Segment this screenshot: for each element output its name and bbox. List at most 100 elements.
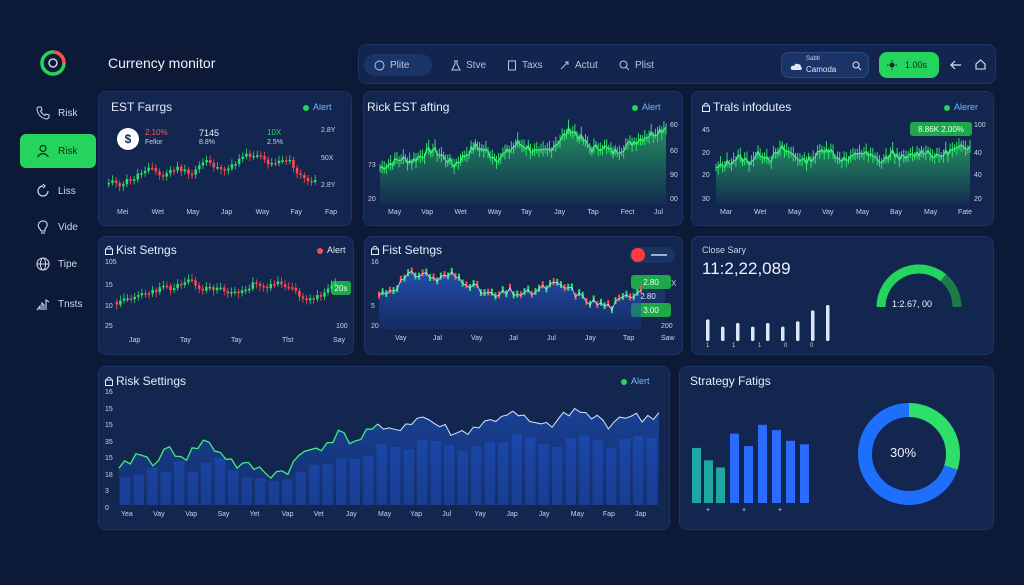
candle-body	[281, 160, 284, 162]
candle-body	[248, 288, 251, 291]
panel-est-farrgs: EST Farrgs Alert $ 2.10% Fellor 7145 8.8…	[98, 91, 352, 226]
x-tick: Jay	[345, 511, 357, 518]
alert-indicator[interactable]: Alert	[303, 102, 332, 112]
y-tick: 18	[105, 471, 113, 479]
weather-widget[interactable]: Sabtl Camoda	[781, 52, 869, 78]
x-tick: Jal	[509, 335, 518, 342]
link-icon	[560, 61, 569, 69]
candle-body	[552, 278, 555, 286]
x-tick: Fect	[620, 209, 635, 216]
x-tick: Yea	[121, 511, 133, 518]
candle-body	[523, 288, 526, 296]
nav-item-actut[interactable]: Actut	[559, 54, 598, 76]
x-tick: Fap	[325, 209, 338, 216]
app-title: Currency monitor	[108, 55, 216, 71]
candle-body	[172, 170, 176, 172]
bar	[716, 467, 725, 503]
candle-body	[107, 182, 111, 185]
gauge-fill	[876, 264, 947, 308]
candle-body	[158, 171, 161, 176]
search-box[interactable]: Plite	[364, 54, 432, 76]
nav-item-stve[interactable]: Stve	[451, 54, 486, 76]
candle-body	[319, 295, 323, 297]
x-tick: 1	[732, 343, 736, 349]
sidebar-item-liss[interactable]: Liss	[20, 176, 96, 206]
y-tick: 20	[702, 150, 710, 157]
series-line	[378, 270, 642, 312]
y-tick: 15	[105, 422, 113, 430]
x-tick: Tap	[587, 209, 599, 216]
sidebar-item-risk-active[interactable]: Risk	[20, 134, 96, 168]
x-axis: + + +	[692, 507, 808, 515]
app-logo[interactable]	[38, 48, 68, 78]
candle-body	[140, 293, 144, 296]
panel-fist-setngs: Fist Setngs 2.80 2.80 3.00 X 16 5 20 200…	[364, 236, 683, 355]
candle-body	[287, 287, 290, 289]
panel-title-text: Kist Setngs	[116, 243, 177, 257]
y-tick: 16	[105, 389, 113, 396]
currency-badge: $	[117, 128, 139, 150]
x-tick: Tay	[231, 337, 242, 344]
panel-strategy-fatigs: Strategy Fatigs + + + 30%	[679, 366, 994, 530]
sidebar-item-tnsts[interactable]: Tnsts	[20, 289, 96, 319]
sidebar-item-risk[interactable]: Risk	[20, 98, 96, 128]
candle-body	[230, 164, 234, 169]
alert-indicator[interactable]: Alert	[317, 245, 346, 255]
candle-body	[165, 285, 169, 288]
record-dot	[631, 248, 645, 262]
series-area	[380, 127, 666, 204]
candle-body	[154, 168, 158, 172]
candle-body	[277, 160, 281, 164]
panel-title-text: Trals infodutes	[713, 100, 792, 114]
candle-body	[265, 286, 269, 289]
candle-body	[212, 162, 216, 168]
status-button[interactable]: 1.00s	[879, 52, 939, 78]
refresh-icon	[37, 183, 49, 197]
quote-1-value: 2.10%	[145, 128, 168, 137]
x-tick: Fate	[958, 209, 973, 216]
sidebar-item-vide[interactable]: Vide	[20, 212, 96, 242]
x-tick: Vap	[281, 511, 294, 518]
candle-body	[266, 159, 270, 165]
home-icon[interactable]	[975, 59, 986, 70]
series-line-green	[118, 423, 379, 480]
alert-indicator[interactable]: Alert	[621, 376, 650, 386]
alert-indicator[interactable]: Alerer	[944, 102, 978, 112]
sidebar-item-label: Vide	[58, 221, 78, 233]
donut-slice-blue	[858, 403, 958, 505]
alert-indicator[interactable]: Alert	[632, 102, 661, 112]
bar	[704, 460, 713, 503]
y-tick: 60	[670, 148, 678, 155]
x-tick: Fay	[290, 209, 302, 216]
search-input[interactable]: Plite	[390, 59, 410, 71]
x-tick: Mar	[720, 209, 733, 216]
candle-body	[197, 285, 201, 289]
x-axis: Yea Vay Vap Say Yet Vap Vet Jay May Yap Jul Yay Jap J…	[121, 511, 651, 521]
candle-body	[308, 298, 312, 301]
x-tick: Say	[217, 511, 230, 518]
area-line-chart	[379, 119, 667, 204]
close-mark[interactable]: X	[671, 279, 677, 288]
panel-title: Strategy Fatigs	[690, 374, 771, 388]
nav-item-plist[interactable]: Plist	[619, 54, 654, 76]
candle-body	[330, 285, 333, 289]
x-tick: 0	[810, 343, 814, 349]
bar	[706, 319, 710, 341]
arrow-left-icon[interactable]	[950, 60, 962, 70]
candle-body	[194, 280, 197, 286]
sidebar-item-tipe[interactable]: Tipe	[20, 249, 96, 279]
candle-body	[399, 275, 402, 283]
area-chart	[378, 267, 642, 329]
x-tick: Wet	[151, 209, 164, 216]
candle-body	[306, 178, 310, 182]
alert-label: Alert	[313, 102, 332, 112]
record-bar	[651, 254, 667, 256]
bar	[772, 430, 781, 503]
price-badge: 8.86K 2.00%	[910, 122, 972, 136]
record-toggle[interactable]	[629, 247, 675, 263]
y-tick: 3	[105, 488, 109, 496]
series-line	[379, 125, 667, 171]
panel-rick-est-afting: Rick EST afting Alert 73 20 60 60 90 00 …	[363, 91, 683, 226]
nav-item-taxs[interactable]: Taxs	[507, 54, 543, 76]
sidebar-item-label: Tnsts	[58, 298, 83, 310]
